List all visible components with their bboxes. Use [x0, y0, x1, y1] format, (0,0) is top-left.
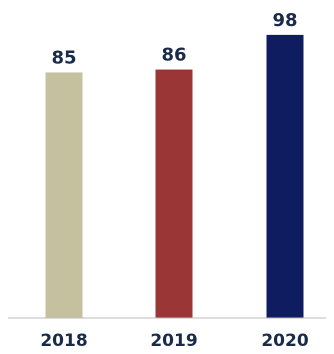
bars-layer — [45, 34, 304, 319]
data-label-2020: 98 — [272, 10, 297, 31]
bar-2020 — [266, 34, 304, 319]
x-tick-label-2018: 2018 — [40, 331, 87, 351]
value-labels-layer: 85 86 98 — [51, 10, 297, 69]
x-tick-label-2020: 2020 — [261, 331, 308, 351]
x-tick-labels-layer: 2018 2019 2020 — [40, 331, 308, 351]
bar-2018 — [45, 72, 83, 318]
data-label-2018: 85 — [51, 47, 76, 68]
x-tick-label-2019: 2019 — [150, 331, 197, 351]
data-label-2019: 86 — [161, 45, 186, 66]
bar-2019 — [155, 69, 193, 319]
